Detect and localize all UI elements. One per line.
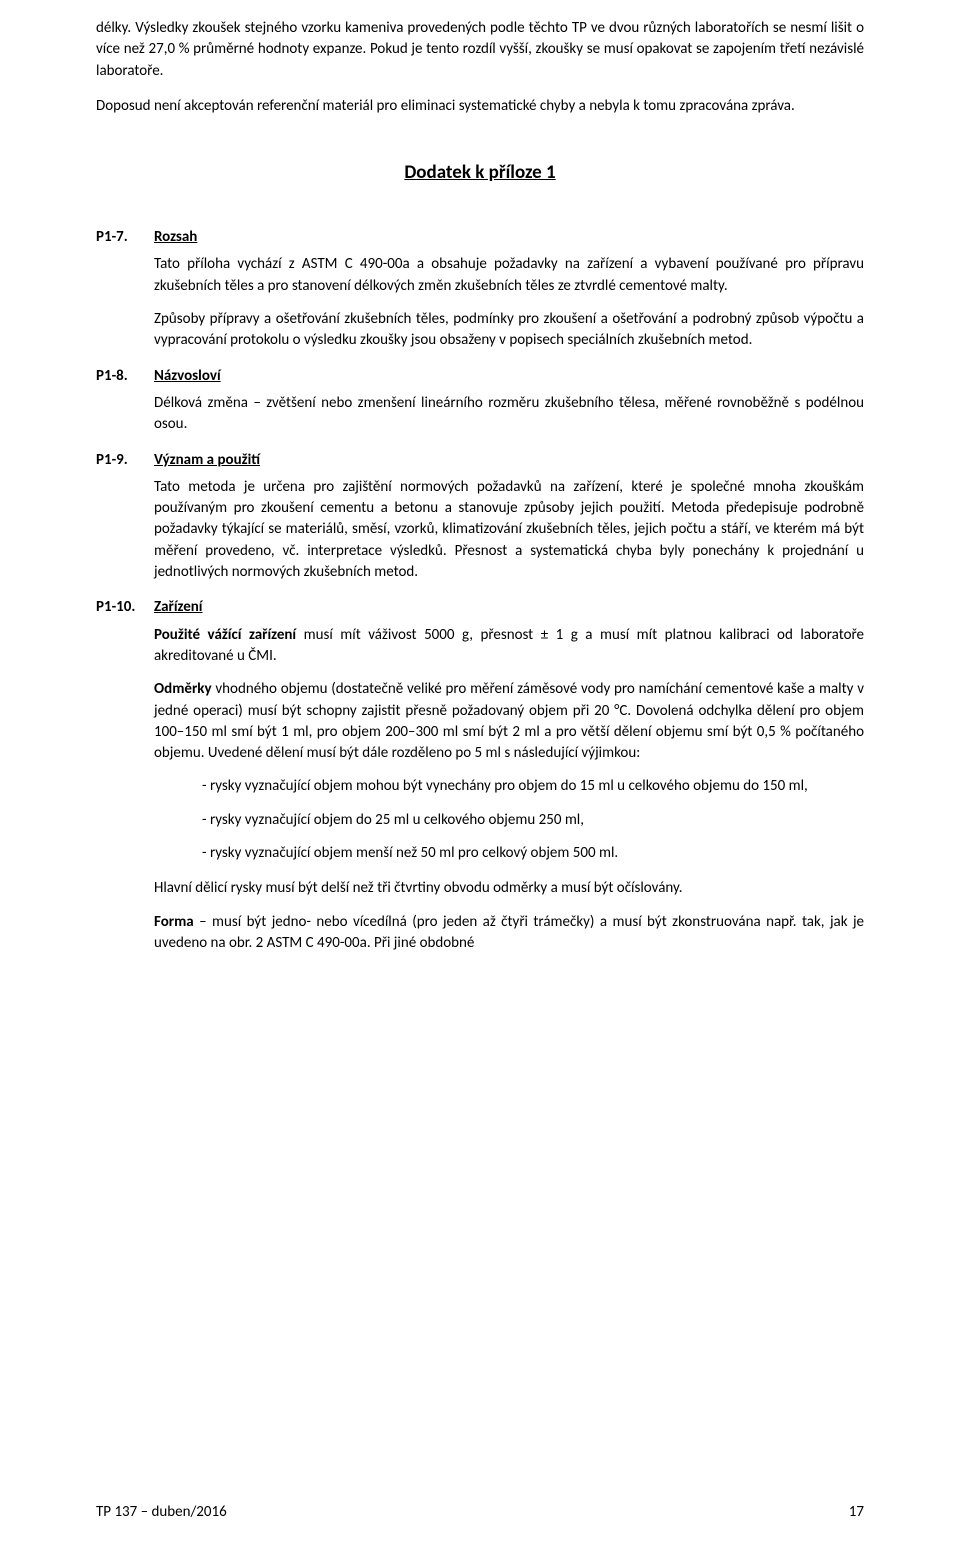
intro-paragraph-1: délky. Výsledky zkoušek stejného vzorku … (96, 18, 864, 82)
section-title: Dodatek k příloze 1 (96, 160, 864, 187)
footer-left: TP 137 – duben/2016 (96, 1502, 227, 1523)
item-p1-9-body: Tato metoda je určena pro zajištění norm… (154, 477, 864, 583)
body-paragraph: Způsoby přípravy a ošetřování zkušebních… (154, 309, 864, 352)
footer-page-number: 17 (849, 1502, 864, 1523)
item-p1-10-body: Použité vážící zařízení musí mít váživos… (154, 625, 864, 955)
item-p1-9-header: P1-9. Význam a použití (96, 450, 864, 471)
list-item: - rysky vyznačující objem menší než 50 m… (202, 843, 864, 864)
text-run: vhodného objemu (dostatečně veliké pro m… (154, 680, 864, 762)
item-heading: Názvosloví (154, 366, 221, 387)
body-paragraph: Forma – musí být jedno- nebo vícedílná (… (154, 912, 864, 955)
body-paragraph: Použité vážící zařízení musí mít váživos… (154, 625, 864, 668)
item-p1-7-body: Tato příloha vychází z ASTM C 490-00a a … (154, 254, 864, 351)
list-item: - rysky vyznačující objem mohou být vyne… (202, 776, 864, 797)
item-number: P1-9. (96, 450, 154, 471)
item-p1-8-body: Délková změna – zvětšení nebo zmenšení l… (154, 393, 864, 436)
intro-paragraph-2: Doposud není akceptován referenční mater… (96, 96, 864, 117)
bold-lead: Forma (154, 913, 194, 931)
text-run: – musí být jedno- nebo vícedílná (pro je… (154, 913, 864, 952)
page-footer: TP 137 – duben/2016 17 (96, 1502, 864, 1523)
bold-lead: Odměrky (154, 680, 212, 698)
bold-lead: Použité vážící zařízení (154, 626, 296, 644)
body-paragraph: Odměrky vhodného objemu (dostatečně veli… (154, 679, 864, 764)
exception-list: - rysky vyznačující objem mohou být vyne… (202, 776, 864, 864)
item-heading: Význam a použití (154, 450, 260, 471)
body-paragraph: Hlavní dělicí rysky musí být delší než t… (154, 878, 864, 899)
item-p1-10-header: P1-10. Zařízení (96, 597, 864, 618)
item-heading: Zařízení (154, 597, 203, 618)
body-paragraph: Tato metoda je určena pro zajištění norm… (154, 477, 864, 583)
item-number: P1-7. (96, 227, 154, 248)
list-item: - rysky vyznačující objem do 25 ml u cel… (202, 810, 864, 831)
item-number: P1-10. (96, 597, 154, 618)
item-p1-7-header: P1-7. Rozsah (96, 227, 864, 248)
item-number: P1-8. (96, 366, 154, 387)
item-p1-8-header: P1-8. Názvosloví (96, 366, 864, 387)
body-paragraph: Délková změna – zvětšení nebo zmenšení l… (154, 393, 864, 436)
item-heading: Rozsah (154, 227, 197, 248)
body-paragraph: Tato příloha vychází z ASTM C 490-00a a … (154, 254, 864, 297)
